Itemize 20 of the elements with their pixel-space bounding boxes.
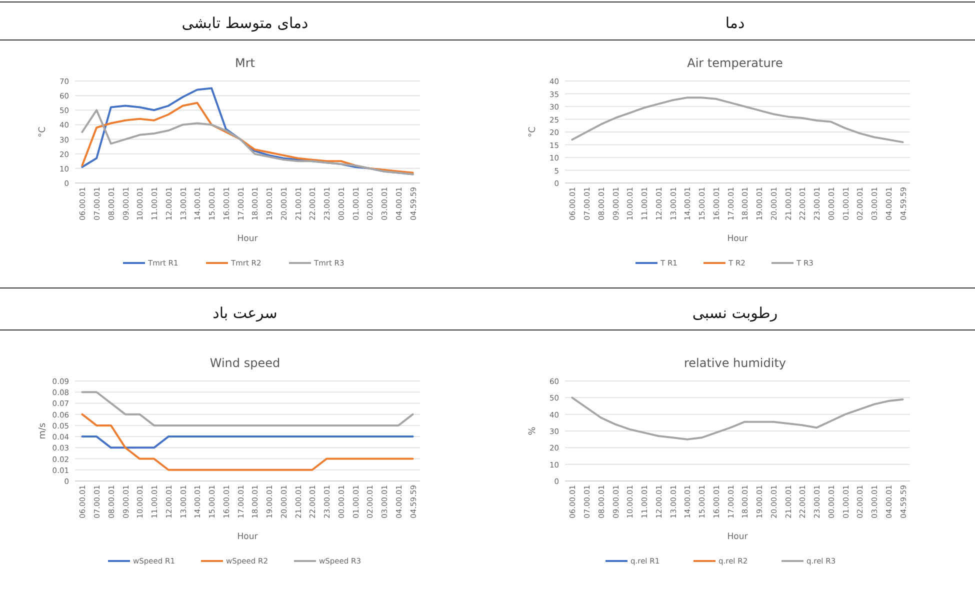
x-axis-title: Hour (237, 532, 258, 542)
chart-subtitle: دما (725, 14, 745, 32)
x-axis-title: Hour (237, 234, 258, 244)
x-axis-title: Hour (727, 234, 748, 244)
x-axis-title: Hour (727, 532, 748, 542)
chart-subtitle: رطوبت نسبی (692, 304, 778, 322)
chart-subtitle: دمای متوسط تابشی (182, 14, 308, 32)
y-axis-title: °C (528, 126, 538, 138)
line-series (81, 413, 414, 471)
y-axis-title: °C (38, 126, 48, 138)
chart-title: relative humidity (684, 356, 786, 370)
y-axis-title: % (528, 426, 538, 436)
chart-title: Mrt (235, 56, 256, 70)
line-series (571, 396, 904, 440)
line-series (81, 391, 414, 426)
chart-title: Air temperature (687, 56, 783, 70)
line-series (571, 96, 904, 144)
y-axis-title: m/s (38, 422, 48, 440)
chart-subtitle: سرعت باد (212, 304, 278, 322)
chart-title: Wind speed (210, 356, 280, 370)
